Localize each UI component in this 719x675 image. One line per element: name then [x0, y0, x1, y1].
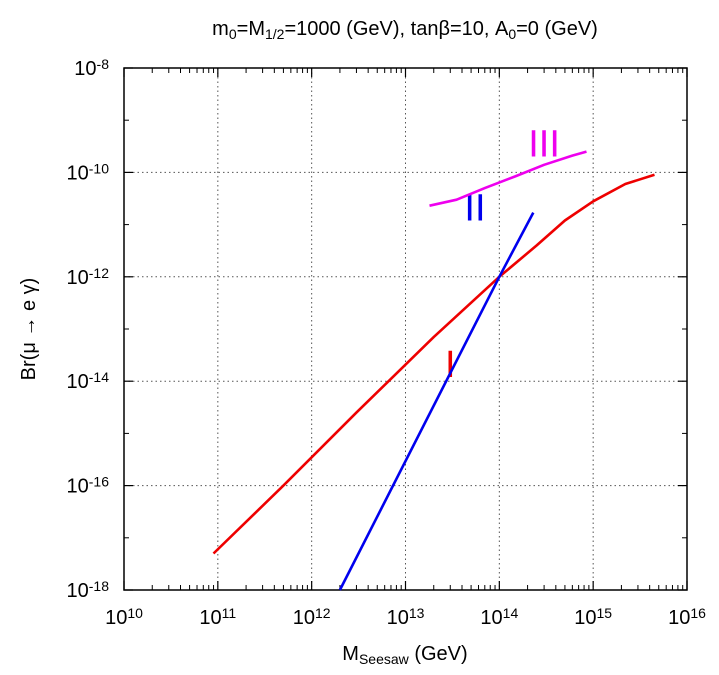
y-tick-label: 10-18 [67, 578, 110, 602]
y-tick-label: 10-10 [67, 160, 110, 184]
series-label-1: I [445, 344, 456, 386]
series-line-1 [212, 173, 655, 555]
series-label-3: III [528, 124, 560, 166]
x-tick-label: 1015 [574, 605, 612, 629]
x-tick-label: 1016 [668, 605, 706, 629]
x-tick-label: 1013 [387, 605, 425, 629]
y-tick-label: 10-16 [67, 473, 110, 497]
x-tick-label: 1012 [293, 605, 331, 629]
x-tick-label: 1011 [199, 605, 236, 629]
y-tick-label: 10-14 [67, 369, 110, 393]
x-tick-label: 1010 [105, 605, 143, 629]
series-label-2: II [464, 187, 485, 229]
series-line-3 [429, 150, 587, 207]
y-axis-label: Br(μ → e γ) [18, 278, 40, 381]
grid [124, 68, 687, 590]
y-tick-label: 10-12 [67, 265, 110, 289]
tick-labels: 1010 1011 1012 1013 1014 1015 1016 10-18 10-16 10… [67, 56, 707, 629]
tick-marks [123, 67, 688, 591]
x-tick-label: 1014 [480, 605, 518, 629]
x-axis-label: MSeesaw (GeV) [342, 643, 467, 667]
series-line-2 [338, 211, 535, 591]
y-tick-label: 10-8 [74, 56, 109, 80]
chart-title: m0=M1/2=1000 (GeV), tanβ=10, A0=0 (GeV) [212, 18, 598, 42]
